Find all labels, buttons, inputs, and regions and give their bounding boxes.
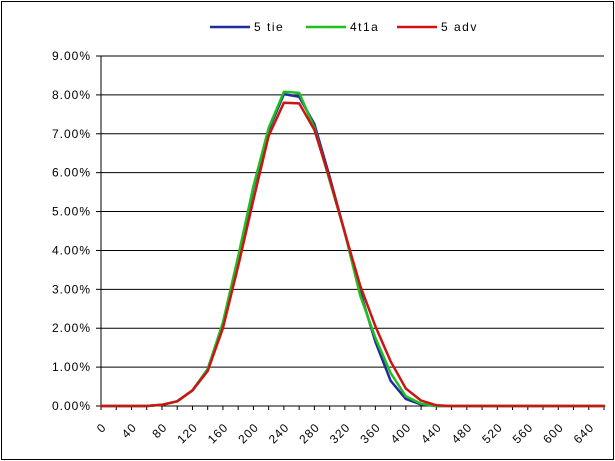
y-tick-label: 3.00%: [52, 282, 91, 296]
axes: [96, 55, 605, 410]
x-tick-label: 320: [327, 420, 353, 446]
x-tick-label: 200: [235, 420, 261, 446]
y-tick-label: 1.00%: [52, 360, 91, 374]
series-line-1: [99, 90, 606, 408]
legend-label: 5 adv: [441, 20, 478, 34]
gridlines: [101, 55, 604, 368]
x-tick-label: 160: [205, 420, 231, 446]
x-tick-label: 520: [479, 420, 505, 446]
y-tick-label: 9.00%: [52, 49, 91, 63]
series-lines: [99, 90, 606, 408]
x-tick-label: 40: [119, 420, 140, 441]
y-tick-label: 4.00%: [52, 243, 91, 257]
y-tick-label: 5.00%: [52, 205, 91, 219]
x-tick-label: 480: [449, 420, 475, 446]
series-line-2: [99, 101, 606, 408]
y-tick-label: 6.00%: [52, 166, 91, 180]
x-tick-label: 280: [296, 420, 322, 446]
y-tick-label: 8.00%: [52, 88, 91, 102]
x-tick-label: 120: [174, 420, 200, 446]
y-tick-label: 2.00%: [52, 321, 91, 335]
x-tick-label: 560: [510, 420, 536, 446]
x-tick-label: 360: [357, 420, 383, 446]
x-tick-label: 0: [94, 420, 109, 435]
y-tick-label: 0.00%: [52, 399, 91, 413]
legend: 5 tie 4t1a 5 adv: [210, 20, 478, 34]
legend-label: 5 tie: [254, 20, 284, 34]
x-tick-label: 440: [418, 420, 444, 446]
x-tick-label: 400: [388, 420, 414, 446]
x-tick-label: 640: [571, 420, 597, 446]
legend-label: 4t1a: [350, 20, 379, 34]
y-tick-label: 7.00%: [52, 127, 91, 141]
x-tick-label: 80: [149, 420, 170, 441]
x-tick-label: 600: [540, 420, 566, 446]
x-tick-label: 240: [266, 420, 292, 446]
x-tick-labels: 0 40 80 120 160 200 240 280 320 360 400 440 480 520 56…: [94, 420, 597, 446]
y-tick-labels: 0.00% 1.00% 2.00% 3.00% 4.00% 5.00% 6.00% 7.00%…: [52, 49, 91, 413]
